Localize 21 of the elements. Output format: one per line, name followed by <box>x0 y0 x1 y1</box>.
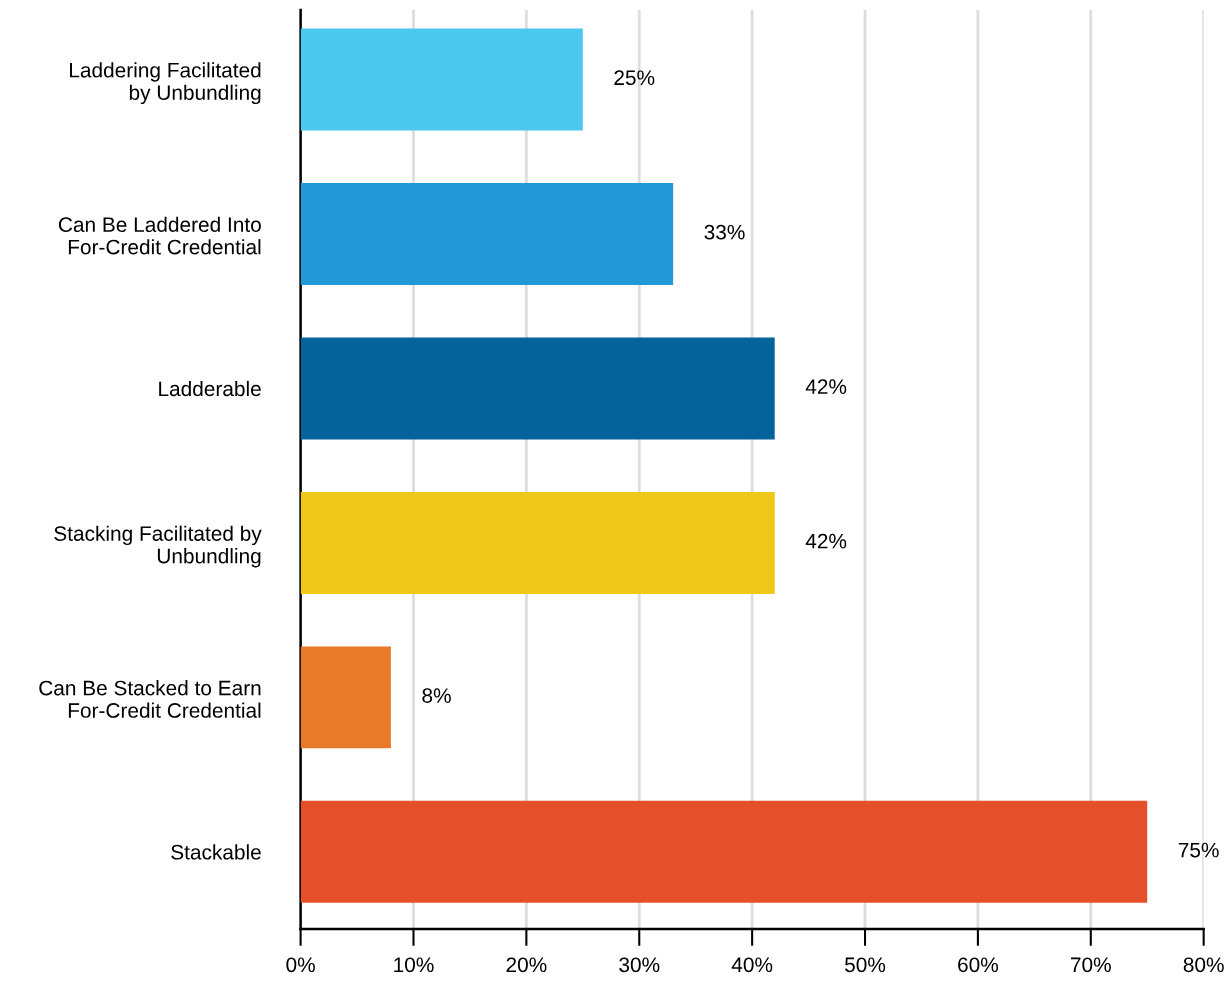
y-tick-label: Ladderable <box>159 380 261 397</box>
y-tick-label: Stackable <box>171 844 261 860</box>
x-tick-label: 50% <box>845 957 886 973</box>
x-tick-label: 40% <box>731 957 773 973</box>
data-label: 33% <box>704 224 745 240</box>
x-tick-label: 20% <box>506 957 547 973</box>
y-tick-label: Stacking Facilitated by Unbundling <box>54 525 262 568</box>
y-tick-label: Laddering Facilitated by Unbundling <box>70 62 261 105</box>
x-tick-label: 0% <box>286 957 315 973</box>
x-tick-label: 10% <box>394 957 434 973</box>
x-tick-label: 70% <box>1071 957 1111 973</box>
data-label: 25% <box>614 70 655 86</box>
data-label: 42% <box>805 379 847 394</box>
data-label: 42% <box>805 533 847 549</box>
x-tick-label: 60% <box>958 957 999 973</box>
y-tick-label: Can Be Stacked to Earn For-Credit Credential <box>39 680 261 718</box>
data-label: 75% <box>1178 842 1219 858</box>
x-tick-label: 30% <box>619 957 660 973</box>
x-tick-label: 80% <box>1183 957 1224 973</box>
y-tick-label: Can Be Laddered Into For-Credit Credential <box>58 216 261 255</box>
data-label: 8% <box>422 688 451 703</box>
